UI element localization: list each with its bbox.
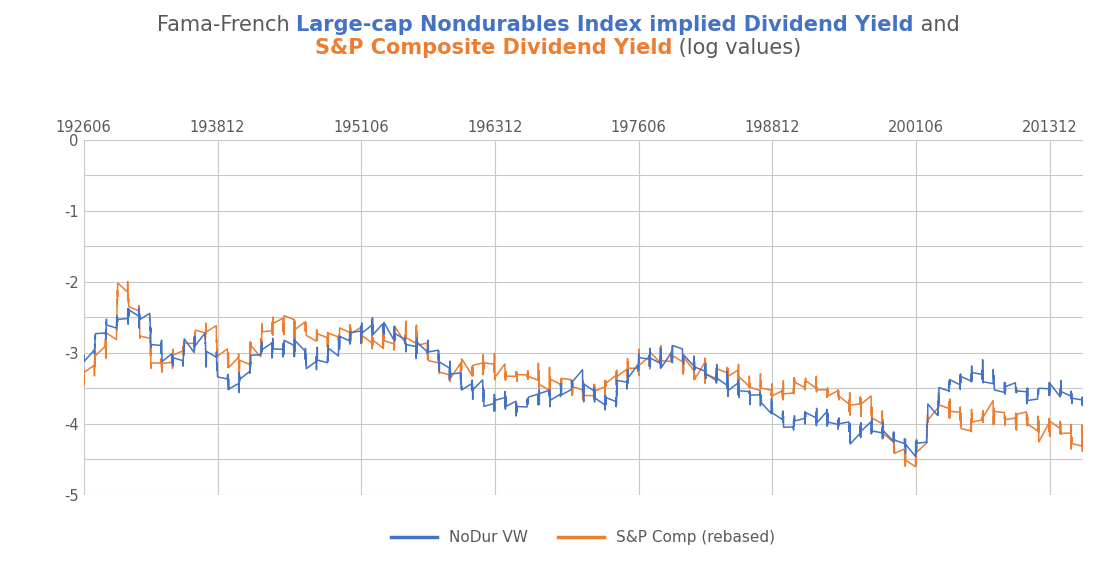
Text: Fama-French: Fama-French: [156, 15, 296, 34]
Text: Large-cap Nondurables Index implied Dividend Yield: Large-cap Nondurables Index implied Divi…: [296, 15, 914, 34]
Legend: NoDur VW, S&P Comp (rebased): NoDur VW, S&P Comp (rebased): [385, 524, 781, 551]
Text: and: and: [914, 15, 960, 34]
Text: (log values): (log values): [672, 38, 801, 58]
Text: S&P Composite Dividend Yield: S&P Composite Dividend Yield: [315, 38, 672, 58]
